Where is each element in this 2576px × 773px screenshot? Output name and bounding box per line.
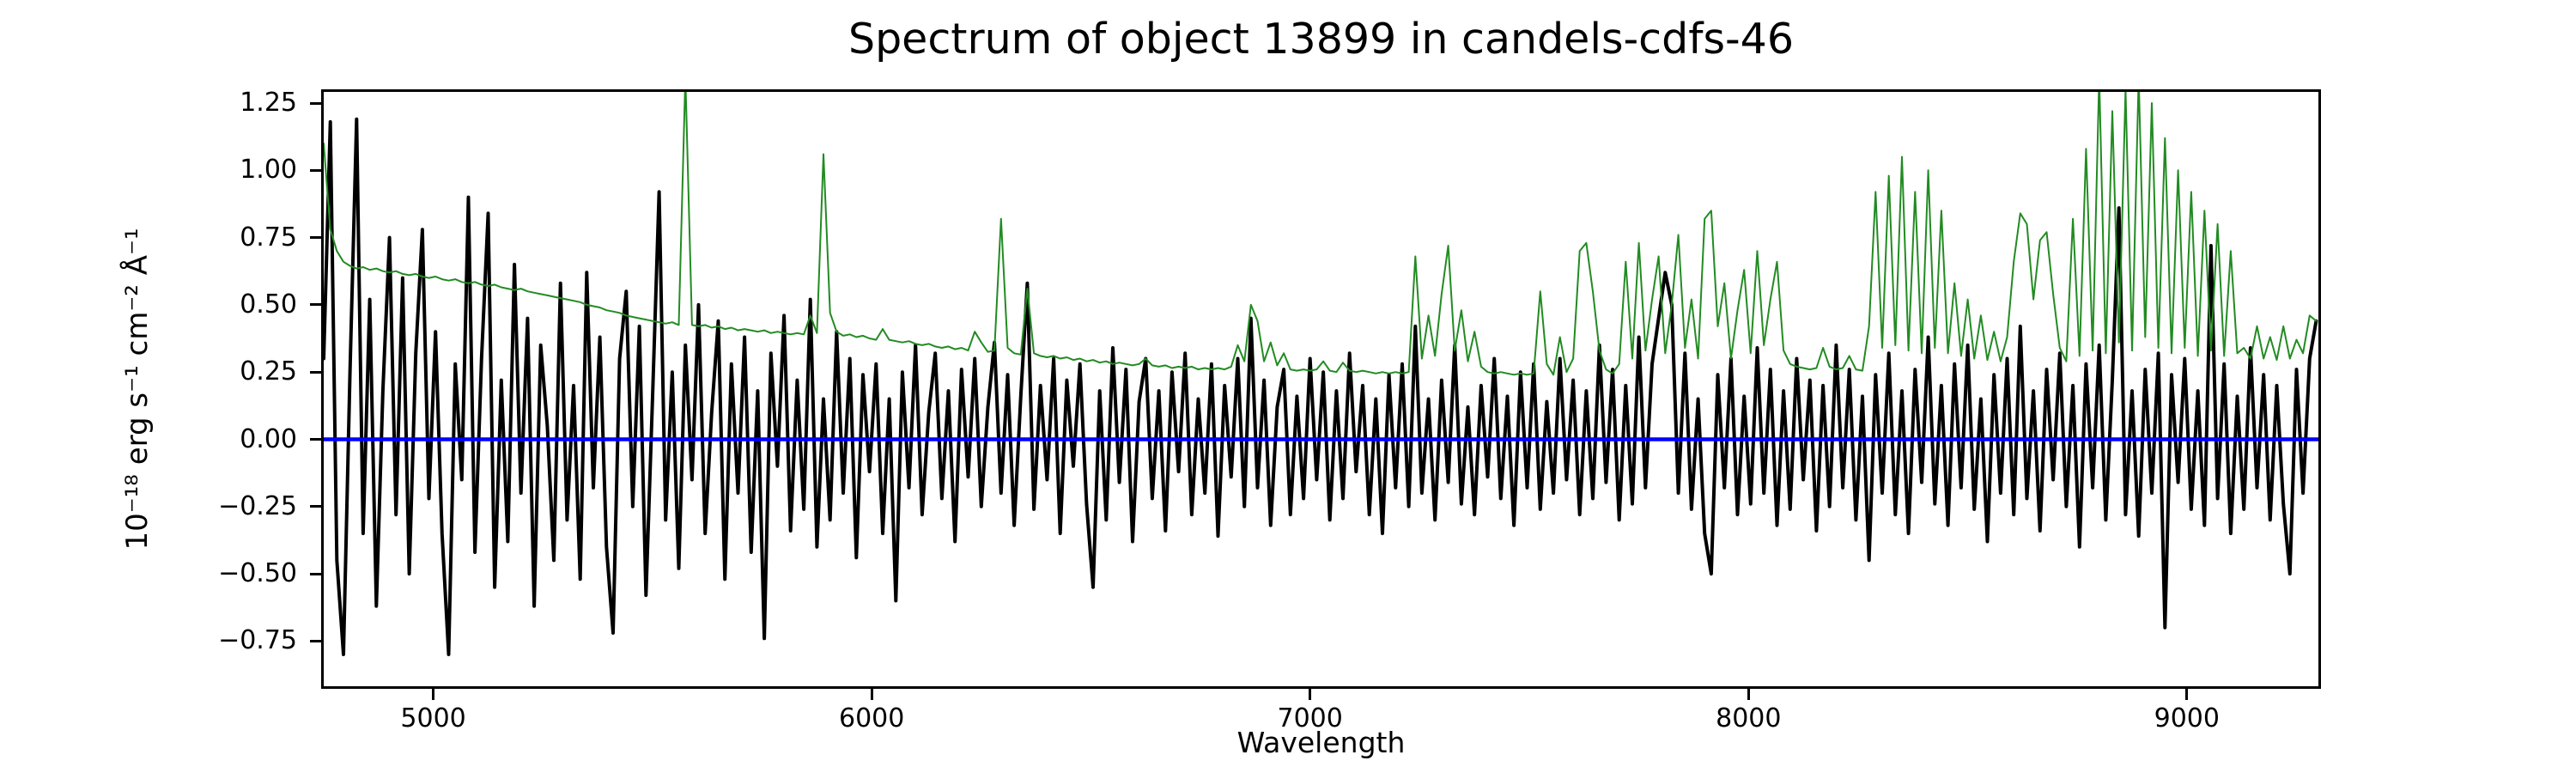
x-tick-label: 5000 [400, 703, 466, 733]
x-tick-label: 9000 [2154, 703, 2220, 733]
y-tick-mark [310, 505, 321, 508]
y-tick-label: 1.00 [240, 155, 297, 186]
sky-noise-spectrum [324, 92, 2318, 376]
plot-svg [324, 92, 2318, 656]
x-tick-mark [1747, 689, 1750, 700]
x-tick-label: 7000 [1277, 703, 1343, 733]
x-tick-mark [870, 689, 873, 700]
x-tick-label: 8000 [1716, 703, 1782, 733]
y-tick-label: 0.25 [240, 356, 297, 387]
x-tick-mark [2185, 689, 2189, 700]
y-tick-mark [310, 303, 321, 307]
y-tick-mark [310, 168, 321, 172]
y-tick-label: −0.75 [218, 625, 297, 656]
y-tick-label: 1.25 [240, 88, 297, 118]
y-tick-label: −0.25 [218, 490, 297, 521]
y-tick-label: 0.50 [240, 289, 297, 320]
y-tick-mark [310, 438, 321, 441]
y-tick-mark [310, 236, 321, 240]
x-axis-label: Wavelength [1236, 726, 1406, 759]
x-tick-mark [432, 689, 435, 700]
chart-title: Spectrum of object 13899 in candels-cdfs… [848, 15, 1795, 64]
y-axis-label: 10⁻¹⁸ erg s⁻¹ cm⁻² Å⁻¹ [120, 228, 155, 551]
y-tick-mark [310, 370, 321, 374]
x-tick-mark [1309, 689, 1312, 700]
object-spectrum-flux [324, 117, 2318, 656]
y-tick-mark [310, 101, 321, 105]
y-tick-label: 0.75 [240, 222, 297, 253]
y-tick-mark [310, 572, 321, 575]
y-tick-label: −0.50 [218, 558, 297, 589]
x-tick-label: 6000 [839, 703, 905, 733]
y-tick-mark [310, 639, 321, 642]
y-tick-label: 0.00 [240, 423, 297, 454]
